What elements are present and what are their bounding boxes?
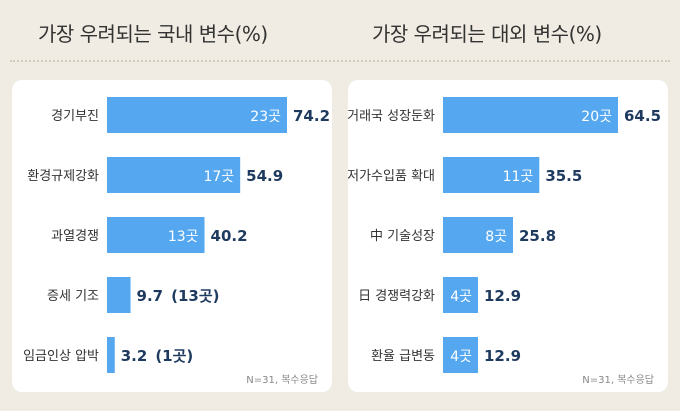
chart-panel-foreign: 거래국 성장둔화 20곳 64.5 저가수입품 확대 11곳 35.5 中 기술성장 8곳 25… [348,80,668,392]
count-label: 8곳 [485,229,507,245]
value-label: 25.8 [519,227,556,245]
count-label: 17곳 [203,169,234,185]
category-label: 경기부진 [51,109,99,124]
chart-title-domestic: 가장 우려되는 국내 변수(%) [38,22,268,46]
dotted-divider [10,60,670,62]
value-label: 35.5 [545,167,582,185]
bar [443,97,618,133]
category-label: 증세 기조 [47,289,99,304]
bar-chart-domestic: 경기부진 23곳 74.2 환경규제강화 17곳 54.9 과열경쟁 13곳 40.2 증세 기조… [23,97,330,373]
category-label: 임금인상 압박 [23,349,99,364]
bar [107,217,205,253]
bar [443,337,478,373]
value-label: 12.9 [484,287,521,305]
count-label: 11곳 [503,169,534,185]
chart-panel-domestic: 경기부진 23곳 74.2 환경규제강화 17곳 54.9 과열경쟁 13곳 40.2 증세 기조… [12,80,332,392]
bar-chart-foreign: 거래국 성장둔화 20곳 64.5 저가수입품 확대 11곳 35.5 中 기술성장 8곳 25… [348,97,661,373]
category-label: 거래국 성장둔화 [348,109,435,124]
category-label: 中 기술성장 [370,229,435,244]
count-label: (1곳) [155,347,193,365]
chart-title-foreign: 가장 우려되는 대외 변수(%) [372,22,602,46]
value-label: 74.2 [293,107,330,125]
value-label: 3.2 [121,347,148,365]
count-label: 4곳 [450,289,472,305]
category-label: 환경규제강화 [27,169,99,184]
count-label: (13곳) [171,287,219,305]
value-label: 54.9 [246,167,283,185]
value-label: 40.2 [211,227,248,245]
count-label: 20곳 [581,109,612,125]
bar [107,97,287,133]
category-label: 과열경쟁 [51,229,99,244]
bar [443,217,513,253]
category-label: 환율 급변동 [371,349,435,364]
bar [443,157,540,193]
count-label: 23곳 [250,109,281,125]
bar [107,277,131,313]
value-label: 9.7 [137,287,164,305]
sample-note-foreign: N=31, 복수응답 [582,375,654,386]
value-label: 12.9 [484,347,521,365]
bar [443,277,478,313]
bar [107,337,115,373]
count-label: 4곳 [450,349,472,365]
category-label: 日 경쟁력강화 [358,289,435,304]
bar [107,157,241,193]
sample-note-domestic: N=31, 복수응답 [246,375,318,386]
count-label: 13곳 [168,229,199,245]
value-label: 64.5 [624,107,661,125]
category-label: 저가수입품 확대 [348,169,435,184]
